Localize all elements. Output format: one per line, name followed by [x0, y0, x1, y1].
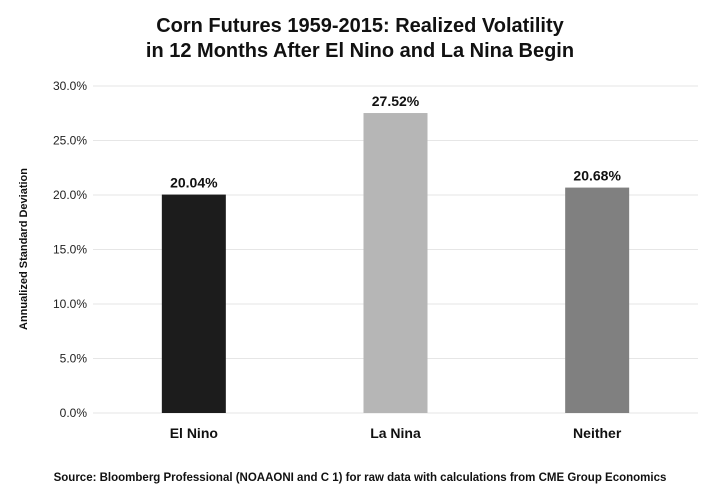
data-label: 20.68% — [573, 168, 621, 184]
y-tick-label: 15.0% — [53, 243, 87, 257]
bar-el-nino — [161, 194, 226, 413]
x-category-label: La Nina — [370, 425, 421, 441]
y-tick-label: 5.0% — [60, 352, 88, 366]
bar-neither — [565, 187, 630, 413]
y-tick-label: 0.0% — [60, 406, 88, 420]
chart-title: Corn Futures 1959-2015: Realized Volatil… — [0, 14, 720, 64]
bar-chart: 0.0% 5.0% 10.0% 15.0% 20.0% 25.0% 30.0% 20.04%… — [18, 79, 698, 441]
chart-title-line-2: in 12 Months After El Nino and La Nina B… — [145, 40, 575, 62]
y-tick-label: 20.0% — [53, 188, 87, 202]
data-label: 27.52% — [372, 93, 420, 109]
data-labels: 20.04% 27.52% 20.68% — [170, 93, 621, 191]
x-category-label: El Nino — [170, 425, 218, 441]
y-axis-title: Annualized Standard Deviation — [18, 168, 30, 330]
y-tick-label: 10.0% — [53, 297, 87, 311]
chart-title-line-1: Corn Futures 1959-2015: Realized Volatil… — [156, 15, 564, 37]
data-label: 20.04% — [170, 175, 218, 191]
source-note: Source: Bloomberg Professional (NOAAONI … — [53, 472, 667, 484]
y-tick-label: 25.0% — [53, 134, 87, 148]
y-axis-ticks: 0.0% 5.0% 10.0% 15.0% 20.0% 25.0% 30.0% — [53, 79, 87, 420]
bars — [161, 113, 630, 414]
bar-la-nina — [363, 113, 428, 414]
x-axis-categories: El Nino La Nina Neither — [170, 425, 622, 441]
y-tick-label: 30.0% — [53, 79, 87, 93]
x-category-label: Neither — [573, 425, 622, 441]
